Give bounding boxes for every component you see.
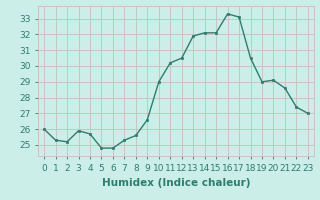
X-axis label: Humidex (Indice chaleur): Humidex (Indice chaleur) — [102, 178, 250, 188]
